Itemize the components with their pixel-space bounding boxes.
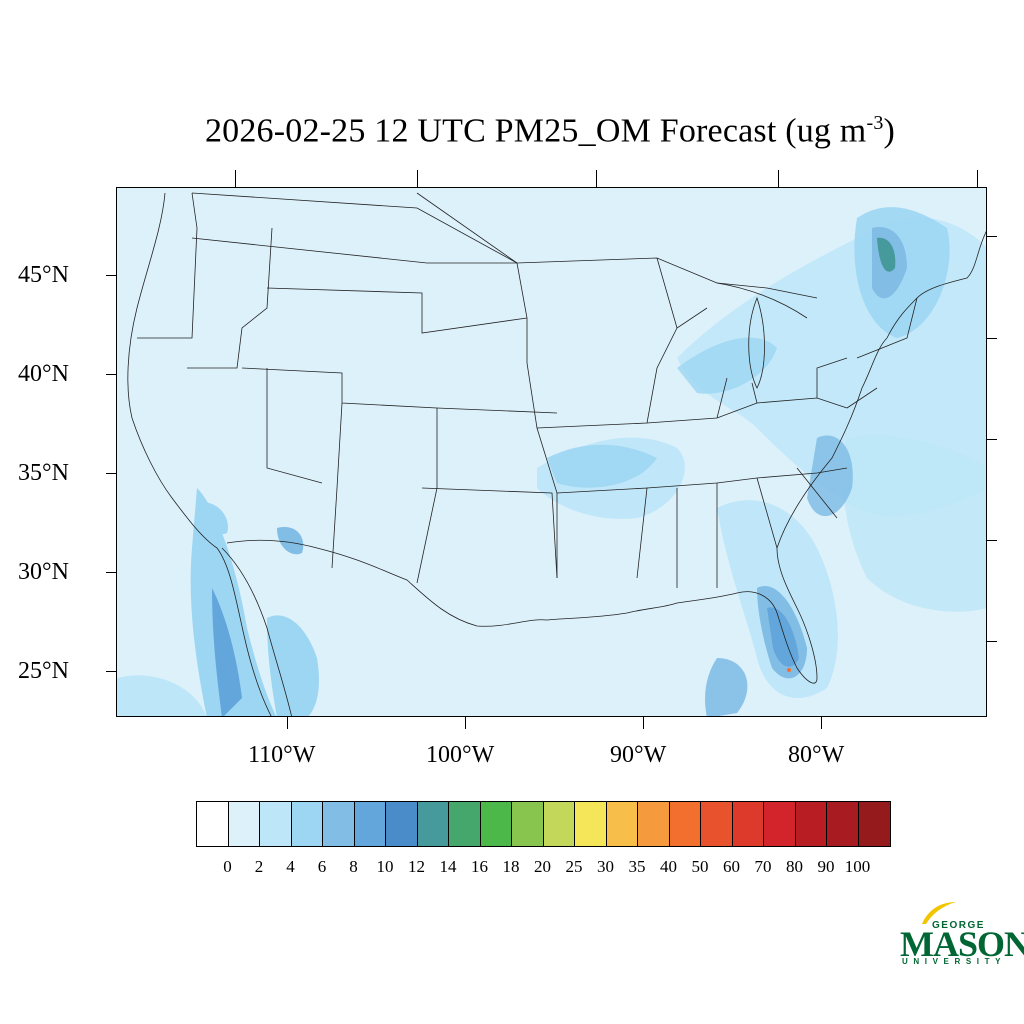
colorbar-swatch <box>669 802 701 846</box>
colorbar-swatch <box>354 802 386 846</box>
colorbar-label: 60 <box>723 857 740 876</box>
colorbar-label: 20 <box>534 857 551 876</box>
colorbar-label: 6 <box>317 857 327 876</box>
lat-label-30: 30°N <box>18 559 69 585</box>
hotspot-marker <box>787 668 791 672</box>
lon-label-100: 100°W <box>426 742 495 768</box>
colorbar-label: 100 <box>844 857 871 876</box>
colorbar-swatch <box>480 802 512 846</box>
colorbar-label: 40 <box>660 857 677 876</box>
colorbar-swatch <box>795 802 827 846</box>
colorbar-label: 80 <box>786 857 803 876</box>
lat-tick <box>106 572 116 573</box>
lat-tick <box>106 671 116 672</box>
lat-tick-right <box>987 641 997 642</box>
colorbar-label: 2 <box>254 857 264 876</box>
colorbar-swatch <box>291 802 323 846</box>
lat-tick-right <box>987 236 997 237</box>
colorbar-label: 12 <box>408 857 425 876</box>
lon-label-110: 110°W <box>248 742 316 768</box>
lat-tick-right <box>987 439 997 440</box>
lat-tick-right <box>987 540 997 541</box>
concentration-field <box>117 207 986 716</box>
logo-university: UNIVERSITY <box>902 957 1007 966</box>
map-canvas <box>117 192 986 716</box>
colorbar <box>196 801 891 847</box>
colorbar-swatch <box>701 802 733 846</box>
lat-label-35: 35°N <box>18 460 69 486</box>
colorbar-label: 10 <box>376 857 394 876</box>
colorbar-label: 35 <box>628 857 646 876</box>
gmu-logo: GEORGE MASON UNIVERSITY <box>896 900 1024 970</box>
colorbar-swatch <box>512 802 544 846</box>
lon-tick-top <box>235 170 236 187</box>
lat-label-40: 40°N <box>18 361 69 387</box>
colorbar-swatch <box>228 802 260 846</box>
colorbar-label: 50 <box>691 857 709 876</box>
lon-tick-top <box>596 170 597 187</box>
lat-tick <box>106 275 116 276</box>
colorbar-label: 18 <box>502 857 520 876</box>
colorbar-swatch <box>764 802 796 846</box>
colorbar-label: 14 <box>439 857 457 876</box>
map-title: 2026-02-25 12 UTC PM25_OM Forecast (ug m… <box>204 112 896 150</box>
colorbar-label: 0 <box>223 857 232 876</box>
colorbar-label: 30 <box>597 857 614 876</box>
colorbar-swatch <box>386 802 418 846</box>
colorbar-label: 16 <box>471 857 488 876</box>
colorbar-swatch <box>638 802 670 846</box>
boundaries <box>127 192 986 716</box>
colorbar-label: 90 <box>817 857 835 876</box>
colorbar-swatch <box>575 802 607 846</box>
lon-label-90: 90°W <box>610 742 667 768</box>
colorbar-label: 70 <box>754 857 772 876</box>
lon-tick-bottom <box>821 717 822 729</box>
colorbar-swatch <box>417 802 449 846</box>
colorbar-swatch <box>449 802 481 846</box>
lat-label-45: 45°N <box>18 262 69 288</box>
colorbar-label: 25 <box>565 857 583 876</box>
logo-george: GEORGE <box>932 920 985 931</box>
lon-tick-top <box>977 170 978 187</box>
lon-tick-top <box>778 170 779 187</box>
lat-tick-right <box>987 338 997 339</box>
colorbar-swatch <box>732 802 764 846</box>
logo-swoosh-icon <box>922 902 956 924</box>
lon-tick-bottom <box>287 717 288 729</box>
lon-tick-bottom <box>465 717 466 729</box>
lat-label-25: 25°N <box>18 658 69 684</box>
colorbar-swatch <box>197 802 229 846</box>
colorbar-swatch <box>260 802 292 846</box>
colorbar-swatch <box>606 802 638 846</box>
lat-tick <box>106 374 116 375</box>
colorbar-swatch <box>858 802 890 846</box>
lat-tick <box>106 473 116 474</box>
lon-tick-top <box>417 170 418 187</box>
colorbar-swatch <box>323 802 355 846</box>
colorbar-label: 8 <box>349 857 358 876</box>
logo-mason: MASON <box>900 924 1024 964</box>
colorbar-swatch <box>827 802 859 846</box>
colorbar-swatch <box>543 802 575 846</box>
colorbar-label: 4 <box>286 857 295 876</box>
forecast-map <box>116 187 987 717</box>
lon-tick-bottom <box>643 717 644 729</box>
lon-label-80: 80°W <box>788 742 845 768</box>
